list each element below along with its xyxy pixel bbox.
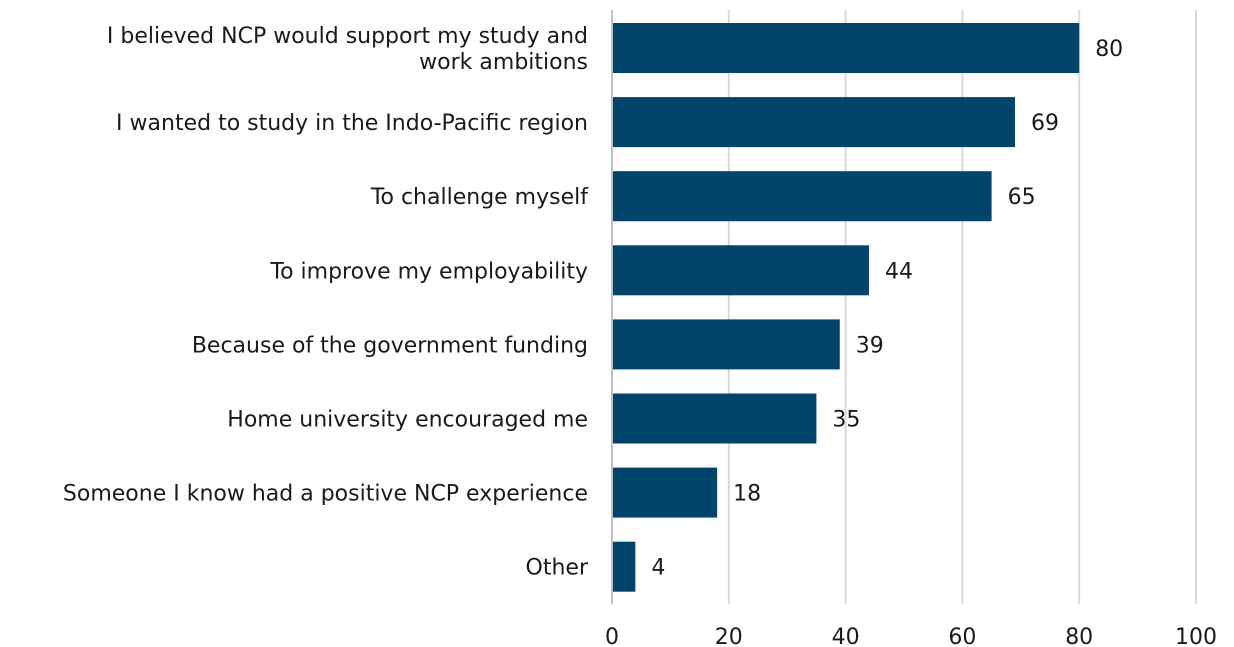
x-tick-label-0: 0: [605, 625, 619, 647]
x-tick-label-20: 20: [715, 625, 743, 647]
value-label-4: 39: [856, 333, 884, 358]
x-tick-labels: 0 20 40 60 80 100: [605, 625, 1217, 647]
category-label-6: Someone I know had a positive NCP experi…: [63, 482, 588, 507]
x-tick-label-80: 80: [1065, 625, 1093, 647]
bar-7: [612, 541, 636, 592]
bar-0: [612, 23, 1080, 73]
value-labels: 80 69 65 44 39 35 18 4: [651, 37, 1123, 581]
category-label-1: I wanted to study in the Indo-Pacific re…: [116, 111, 588, 136]
x-tick-label-60: 60: [948, 625, 976, 647]
x-tick-label-40: 40: [832, 625, 860, 647]
bar-4: [612, 319, 840, 370]
value-label-3: 44: [885, 259, 913, 284]
bars: [612, 23, 1080, 592]
category-labels: I believed NCP would support my study an…: [63, 24, 589, 581]
value-label-6: 18: [733, 482, 761, 507]
category-label-0: I believed NCP would support my study an…: [107, 24, 588, 75]
category-label-5: Home university encouraged me: [227, 408, 588, 433]
value-label-2: 65: [1008, 185, 1036, 210]
bar-2: [612, 171, 992, 222]
category-label-3: To improve my employability: [269, 259, 588, 284]
x-tick-label-100: 100: [1175, 625, 1217, 647]
bar-5: [612, 393, 817, 444]
value-label-7: 4: [651, 556, 665, 581]
bar-6: [612, 467, 718, 518]
value-label-5: 35: [832, 408, 860, 433]
category-label-7: Other: [526, 556, 589, 581]
bar-1: [612, 97, 1015, 148]
category-label-4: Because of the government funding: [192, 333, 588, 358]
value-label-0: 80: [1095, 37, 1123, 62]
value-label-1: 69: [1031, 111, 1059, 136]
category-label-2: To challenge myself: [370, 185, 589, 210]
bar-3: [612, 245, 869, 296]
